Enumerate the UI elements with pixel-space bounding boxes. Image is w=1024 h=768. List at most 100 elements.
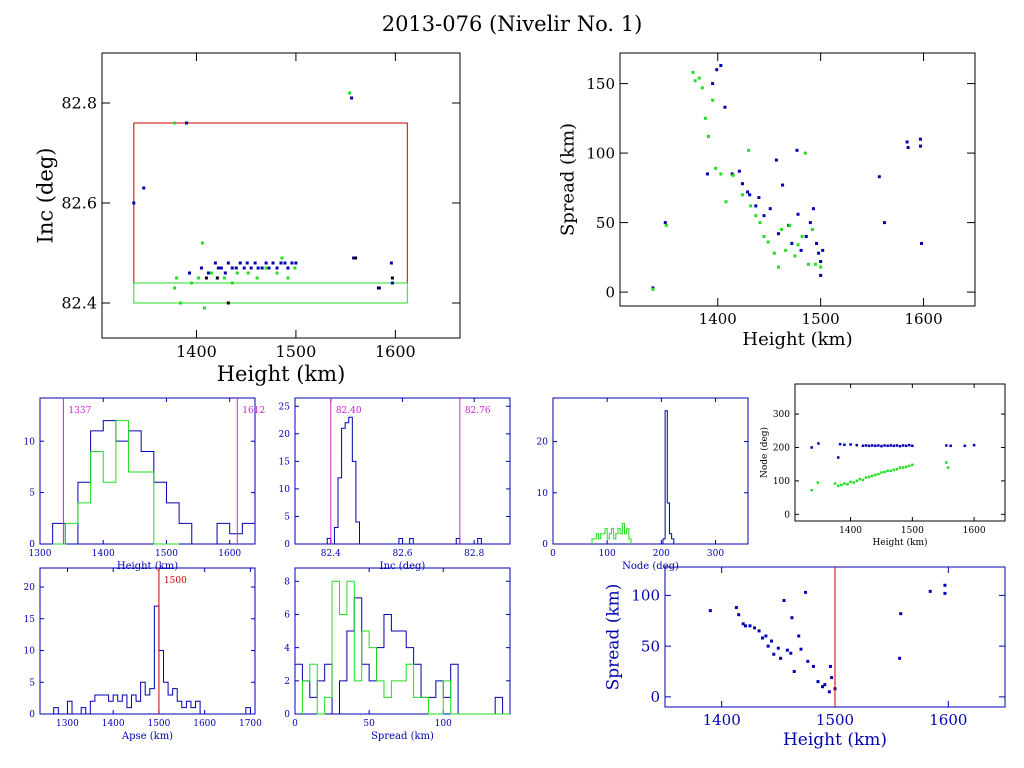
blue-histogram-series <box>326 416 360 545</box>
blue-data-point <box>223 271 227 275</box>
green-data-point <box>780 228 784 232</box>
green-data-point <box>855 479 859 483</box>
green-data-point <box>691 70 695 74</box>
x-axis-label: Height (km) <box>742 329 852 350</box>
blue-data-point <box>817 442 820 445</box>
green-data-point <box>700 86 704 90</box>
green-data-point <box>711 98 715 102</box>
blue-data-point <box>768 207 772 211</box>
green-data-point <box>840 483 843 487</box>
green-data-point <box>348 91 352 95</box>
green-data-point <box>858 477 862 481</box>
blue-data-point <box>234 266 238 270</box>
plot-frame <box>619 52 976 307</box>
blue-data-point <box>808 221 812 225</box>
green-data-point <box>255 276 259 280</box>
black-data-point <box>226 301 230 305</box>
green-data-point <box>664 223 668 227</box>
blue-data-point <box>705 172 709 176</box>
x-tick-label: 82.4 <box>321 549 341 559</box>
black-data-point <box>354 256 358 260</box>
green-data-point <box>846 482 849 486</box>
x-tick-label: 0 <box>292 719 298 729</box>
green-data-point <box>776 265 780 269</box>
green-data-point <box>264 266 268 270</box>
blue-data-point <box>898 656 902 660</box>
x-tick-label: 1500 <box>147 719 170 729</box>
x-axis-label: Node (deg) <box>622 561 679 572</box>
blue-data-point <box>792 669 796 673</box>
x-axis-label: Spread (km) <box>371 731 434 742</box>
y-tick-label: 10 <box>279 485 291 495</box>
blue-data-point <box>743 624 747 628</box>
blue-data-point <box>918 137 922 141</box>
x-tick-label: 1600 <box>218 549 241 559</box>
y-tick-label: 82.6 <box>61 194 97 213</box>
green-data-point <box>904 465 908 469</box>
blue-data-point <box>779 656 783 660</box>
plot-frame <box>294 397 511 545</box>
height-histogram: 1300 1400 1500 1600 0 5 10 Height (km) 1337 1612 <box>24 397 265 572</box>
blue-data-point <box>901 444 905 447</box>
green-data-point <box>740 193 744 197</box>
blue-data-point <box>734 606 738 610</box>
blue-data-point <box>253 261 257 265</box>
y-tick-label: 5 <box>29 678 35 688</box>
blue-data-point <box>772 652 776 656</box>
inc-vs-height-chart: 1400 1500 1600 82.4 82.6 82.8 Height (km) Inc (… <box>33 52 461 386</box>
blue-data-point <box>389 261 393 265</box>
blue-data-point <box>889 444 892 447</box>
y-tick-label: 20 <box>279 430 291 440</box>
blue-data-point <box>796 212 800 216</box>
blue-data-point <box>811 207 815 211</box>
x-axis-label: Height (km) <box>217 362 346 386</box>
y-tick-label: 10 <box>537 489 549 499</box>
blue-data-point <box>789 651 793 655</box>
blue-data-point <box>806 659 810 663</box>
blue-data-point <box>804 590 808 594</box>
y-tick-label: 15 <box>279 458 291 468</box>
blue-data-point <box>895 444 899 447</box>
blue-data-point <box>264 261 268 265</box>
blue-data-point <box>943 591 947 595</box>
x-tick-label: 100 <box>435 719 452 729</box>
green-data-point <box>697 76 701 80</box>
marker-label: 82.40 <box>336 406 362 416</box>
blue-data-point <box>821 685 825 689</box>
blue-data-point <box>883 444 886 447</box>
y-tick-label: 10 <box>24 647 36 657</box>
blue-data-point <box>185 121 189 125</box>
y-tick-label: 0 <box>542 540 548 550</box>
green-data-point <box>719 172 723 176</box>
blue-data-point <box>719 64 723 68</box>
y-tick-label: 0 <box>650 688 660 706</box>
spread-vs-height-chart: 1400 1500 1600 0 50 100 150 Height (km) Spread (… <box>558 52 976 350</box>
green-data-point <box>772 251 776 255</box>
blue-data-point <box>238 261 242 265</box>
y-tick-label: 82.4 <box>61 294 97 313</box>
x-tick-label: 1400 <box>92 549 115 559</box>
blue-data-point <box>260 266 264 270</box>
green-data-point <box>749 204 753 208</box>
node-vs-height-chart: 1400 1500 1600 0 100 200 300 Height (km) Node (d… <box>759 383 1006 548</box>
y-tick-label: 100 <box>631 587 660 605</box>
green-histogram-series <box>52 420 180 545</box>
x-tick-label: 1400 <box>839 526 862 536</box>
green-data-point <box>693 79 697 83</box>
green-data-point <box>280 256 284 260</box>
blue-data-point <box>911 444 914 448</box>
blue-data-point <box>757 629 761 633</box>
blue-data-point <box>899 612 903 616</box>
blue-data-point <box>827 690 831 694</box>
blue-data-point <box>790 616 794 620</box>
blue-data-point <box>294 261 298 265</box>
spread-histogram: 0 50 100 0 2 4 6 8 Spread (km) <box>284 567 511 742</box>
blue-data-point <box>819 260 823 264</box>
x-tick-label: 1500 <box>155 549 178 559</box>
blue-data-point <box>838 442 842 446</box>
green-data-point <box>731 173 735 177</box>
x-tick-label: 300 <box>707 549 724 559</box>
x-axis-label: Height (km) <box>872 537 927 548</box>
x-tick-label: 1600 <box>963 526 986 536</box>
black-data-point <box>390 276 394 280</box>
